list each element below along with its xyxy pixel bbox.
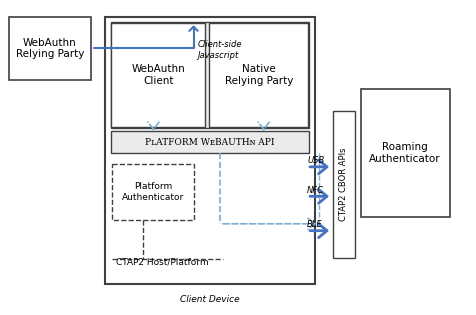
Bar	[209, 23, 308, 127]
Text: Client Device: Client Device	[180, 295, 239, 304]
Bar	[110, 22, 309, 128]
Bar	[9, 16, 91, 80]
Bar	[333, 111, 355, 258]
Bar	[360, 89, 449, 217]
Text: PʟATFORM WᴇBAUTHɴ API: PʟATFORM WᴇBAUTHɴ API	[145, 138, 275, 147]
Text: CTAP2 CBOR APIs: CTAP2 CBOR APIs	[339, 148, 348, 221]
Text: Platform
Authenticator: Platform Authenticator	[122, 182, 184, 202]
Text: WebAuthn
Relying Party: WebAuthn Relying Party	[16, 38, 84, 59]
Text: Roaming
Authenticator: Roaming Authenticator	[369, 142, 441, 164]
Bar	[112, 164, 194, 220]
Bar	[105, 16, 315, 284]
Bar	[111, 23, 205, 127]
Text: BLE: BLE	[307, 220, 323, 229]
Text: USB: USB	[307, 157, 325, 165]
Bar	[110, 131, 309, 153]
Text: NFC: NFC	[307, 186, 324, 195]
Text: Client-side
Javascript: Client-side Javascript	[198, 40, 242, 60]
Text: CTAP2 Host/Platform: CTAP2 Host/Platform	[116, 258, 208, 266]
Text: Native
Relying Party: Native Relying Party	[225, 64, 293, 86]
Text: WebAuthn
Client: WebAuthn Client	[131, 64, 185, 86]
